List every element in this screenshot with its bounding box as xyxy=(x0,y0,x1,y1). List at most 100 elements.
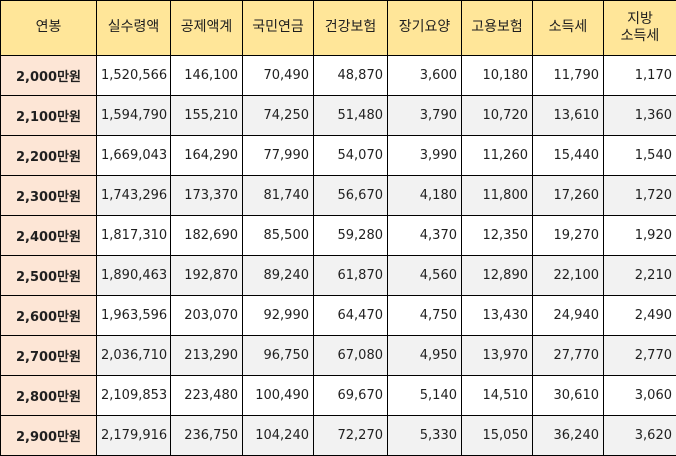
cell-health-insurance: 67,080 xyxy=(314,336,388,376)
header-health-insurance: 건강보험 xyxy=(314,1,388,56)
cell-national-pension: 81,740 xyxy=(243,176,314,216)
header-income-tax: 소득세 xyxy=(533,1,604,56)
cell-employment-insurance: 13,970 xyxy=(462,336,533,376)
cell-net-pay: 1,743,296 xyxy=(97,176,171,216)
header-net-pay: 실수령액 xyxy=(97,1,171,56)
cell-national-pension: 92,990 xyxy=(243,296,314,336)
cell-employment-insurance: 10,720 xyxy=(462,96,533,136)
cell-salary: 2,500만원 xyxy=(1,256,97,296)
cell-total-deduction: 164,290 xyxy=(171,136,243,176)
cell-employment-insurance: 11,260 xyxy=(462,136,533,176)
cell-local-income-tax: 3,620 xyxy=(604,416,676,456)
cell-local-income-tax: 2,210 xyxy=(604,256,676,296)
cell-total-deduction: 223,480 xyxy=(171,376,243,416)
cell-local-income-tax: 2,770 xyxy=(604,336,676,376)
cell-salary: 2,400만원 xyxy=(1,216,97,256)
cell-national-pension: 70,490 xyxy=(243,56,314,96)
cell-long-term-care: 4,370 xyxy=(388,216,462,256)
cell-income-tax: 27,770 xyxy=(533,336,604,376)
cell-income-tax: 19,270 xyxy=(533,216,604,256)
cell-health-insurance: 54,070 xyxy=(314,136,388,176)
cell-health-insurance: 59,280 xyxy=(314,216,388,256)
cell-income-tax: 30,610 xyxy=(533,376,604,416)
header-long-term-care: 장기요양 xyxy=(388,1,462,56)
cell-income-tax: 11,790 xyxy=(533,56,604,96)
cell-national-pension: 77,990 xyxy=(243,136,314,176)
cell-national-pension: 104,240 xyxy=(243,416,314,456)
cell-long-term-care: 4,950 xyxy=(388,336,462,376)
cell-local-income-tax: 1,920 xyxy=(604,216,676,256)
cell-income-tax: 22,100 xyxy=(533,256,604,296)
cell-local-income-tax: 1,540 xyxy=(604,136,676,176)
cell-total-deduction: 236,750 xyxy=(171,416,243,456)
cell-employment-insurance: 14,510 xyxy=(462,376,533,416)
cell-net-pay: 1,817,310 xyxy=(97,216,171,256)
cell-health-insurance: 61,870 xyxy=(314,256,388,296)
cell-health-insurance: 69,670 xyxy=(314,376,388,416)
cell-net-pay: 1,594,790 xyxy=(97,96,171,136)
cell-net-pay: 1,890,463 xyxy=(97,256,171,296)
cell-health-insurance: 64,470 xyxy=(314,296,388,336)
cell-income-tax: 24,940 xyxy=(533,296,604,336)
cell-income-tax: 17,260 xyxy=(533,176,604,216)
header-national-pension: 국민연금 xyxy=(243,1,314,56)
cell-national-pension: 96,750 xyxy=(243,336,314,376)
cell-total-deduction: 146,100 xyxy=(171,56,243,96)
cell-income-tax: 15,440 xyxy=(533,136,604,176)
cell-long-term-care: 3,600 xyxy=(388,56,462,96)
cell-employment-insurance: 12,350 xyxy=(462,216,533,256)
cell-total-deduction: 173,370 xyxy=(171,176,243,216)
cell-net-pay: 2,036,710 xyxy=(97,336,171,376)
cell-long-term-care: 4,560 xyxy=(388,256,462,296)
cell-salary: 2,300만원 xyxy=(1,176,97,216)
cell-net-pay: 1,963,596 xyxy=(97,296,171,336)
cell-salary: 2,200만원 xyxy=(1,136,97,176)
cell-local-income-tax: 1,170 xyxy=(604,56,676,96)
cell-employment-insurance: 10,180 xyxy=(462,56,533,96)
cell-national-pension: 89,240 xyxy=(243,256,314,296)
cell-net-pay: 1,669,043 xyxy=(97,136,171,176)
cell-long-term-care: 3,990 xyxy=(388,136,462,176)
cell-employment-insurance: 12,890 xyxy=(462,256,533,296)
cell-total-deduction: 155,210 xyxy=(171,96,243,136)
cell-national-pension: 100,490 xyxy=(243,376,314,416)
cell-salary: 2,800만원 xyxy=(1,376,97,416)
cell-long-term-care: 5,140 xyxy=(388,376,462,416)
cell-total-deduction: 182,690 xyxy=(171,216,243,256)
header-employment-insurance: 고용보험 xyxy=(462,1,533,56)
cell-local-income-tax: 3,060 xyxy=(604,376,676,416)
cell-salary: 2,000만원 xyxy=(1,56,97,96)
cell-long-term-care: 4,750 xyxy=(388,296,462,336)
cell-national-pension: 74,250 xyxy=(243,96,314,136)
cell-total-deduction: 203,070 xyxy=(171,296,243,336)
cell-health-insurance: 56,670 xyxy=(314,176,388,216)
cell-total-deduction: 213,290 xyxy=(171,336,243,376)
cell-employment-insurance: 13,430 xyxy=(462,296,533,336)
cell-employment-insurance: 15,050 xyxy=(462,416,533,456)
cell-net-pay: 2,109,853 xyxy=(97,376,171,416)
cell-health-insurance: 72,270 xyxy=(314,416,388,456)
cell-national-pension: 85,500 xyxy=(243,216,314,256)
cell-long-term-care: 3,790 xyxy=(388,96,462,136)
cell-net-pay: 2,179,916 xyxy=(97,416,171,456)
cell-health-insurance: 48,870 xyxy=(314,56,388,96)
cell-long-term-care: 4,180 xyxy=(388,176,462,216)
cell-total-deduction: 192,870 xyxy=(171,256,243,296)
cell-salary: 2,100만원 xyxy=(1,96,97,136)
cell-income-tax: 13,610 xyxy=(533,96,604,136)
cell-local-income-tax: 1,360 xyxy=(604,96,676,136)
cell-employment-insurance: 11,800 xyxy=(462,176,533,216)
cell-health-insurance: 51,480 xyxy=(314,96,388,136)
header-salary: 연봉 xyxy=(1,1,97,56)
